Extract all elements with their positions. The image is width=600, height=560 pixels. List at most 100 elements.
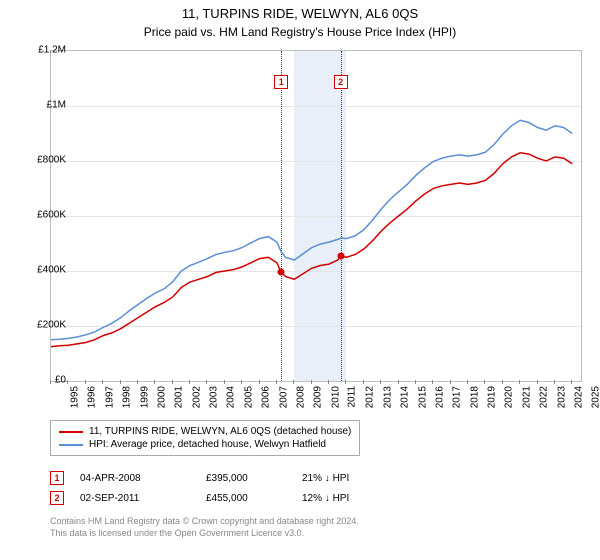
x-axis-label: 2012: [365, 386, 376, 408]
attribution: Contains HM Land Registry data © Crown c…: [50, 516, 359, 539]
x-axis-label: 2013: [382, 386, 393, 408]
x-tick: [328, 380, 329, 384]
x-tick: [502, 380, 503, 384]
x-axis-label: 2018: [469, 386, 480, 408]
x-tick: [293, 380, 294, 384]
marker-label: 2: [334, 75, 348, 89]
marker-diff: 12% ↓ HPI: [302, 493, 392, 504]
x-axis-label: 2008: [295, 386, 306, 408]
x-axis-label: 2010: [330, 386, 341, 408]
x-tick: [154, 380, 155, 384]
x-tick: [50, 380, 51, 384]
x-tick: [224, 380, 225, 384]
x-tick: [363, 380, 364, 384]
legend-label: HPI: Average price, detached house, Welw…: [89, 439, 326, 450]
y-axis-label: £200K: [18, 320, 66, 331]
x-tick: [172, 380, 173, 384]
legend: 11, TURPINS RIDE, WELWYN, AL6 0QS (detac…: [50, 420, 360, 456]
x-axis-label: 1997: [104, 386, 115, 408]
x-tick: [398, 380, 399, 384]
plot-area: 12: [50, 50, 582, 382]
x-axis-label: 1995: [69, 386, 80, 408]
legend-swatch: [59, 431, 83, 433]
marker-row: 1 04-APR-2008 £395,000 21% ↓ HPI: [50, 468, 392, 488]
x-axis-label: 2023: [556, 386, 567, 408]
x-axis-label: 2002: [191, 386, 202, 408]
x-tick: [189, 380, 190, 384]
x-tick: [85, 380, 86, 384]
y-axis-label: £1.2M: [18, 45, 66, 56]
x-axis-label: 2006: [260, 386, 271, 408]
x-axis-label: 2009: [313, 386, 324, 408]
legend-swatch: [59, 444, 83, 446]
x-axis-label: 2016: [434, 386, 445, 408]
series-price_paid: [51, 153, 572, 347]
x-axis-label: 2017: [452, 386, 463, 408]
y-axis-label: £600K: [18, 210, 66, 221]
x-tick: [120, 380, 121, 384]
attribution-line: This data is licensed under the Open Gov…: [50, 528, 359, 540]
x-axis-label: 1998: [121, 386, 132, 408]
marker-badge: 1: [50, 471, 64, 485]
x-axis-label: 2000: [156, 386, 167, 408]
x-tick: [519, 380, 520, 384]
legend-row: 11, TURPINS RIDE, WELWYN, AL6 0QS (detac…: [59, 425, 351, 438]
marker-price: £455,000: [206, 493, 286, 504]
x-tick: [467, 380, 468, 384]
y-axis-label: £400K: [18, 265, 66, 276]
markers-table: 1 04-APR-2008 £395,000 21% ↓ HPI 2 02-SEP-201…: [50, 468, 392, 508]
x-axis-label: 2019: [486, 386, 497, 408]
price-point: [337, 252, 344, 259]
x-tick: [380, 380, 381, 384]
y-axis-label: £1M: [18, 100, 66, 111]
x-axis-label: 2015: [417, 386, 428, 408]
x-axis-label: 2024: [573, 386, 584, 408]
marker-badge: 2: [50, 491, 64, 505]
x-axis-label: 2005: [243, 386, 254, 408]
x-axis-label: 2020: [504, 386, 515, 408]
x-tick: [67, 380, 68, 384]
series-svg: [51, 51, 581, 381]
marker-diff: 21% ↓ HPI: [302, 473, 392, 484]
x-axis-label: 1996: [87, 386, 98, 408]
legend-label: 11, TURPINS RIDE, WELWYN, AL6 0QS (detac…: [89, 426, 351, 437]
price-point: [278, 269, 285, 276]
x-tick: [554, 380, 555, 384]
y-axis-label: £0: [18, 375, 66, 386]
x-axis-label: 2004: [226, 386, 237, 408]
marker-date: 04-APR-2008: [80, 473, 190, 484]
chart-subtitle: Price paid vs. HM Land Registry's House …: [0, 21, 600, 39]
x-tick: [345, 380, 346, 384]
x-tick: [137, 380, 138, 384]
marker-date: 02-SEP-2011: [80, 493, 190, 504]
x-tick: [311, 380, 312, 384]
chart-title: 11, TURPINS RIDE, WELWYN, AL6 0QS: [0, 0, 600, 21]
x-tick: [432, 380, 433, 384]
x-tick: [415, 380, 416, 384]
x-tick: [450, 380, 451, 384]
x-tick: [206, 380, 207, 384]
marker-row: 2 02-SEP-2011 £455,000 12% ↓ HPI: [50, 488, 392, 508]
x-tick: [259, 380, 260, 384]
x-tick: [571, 380, 572, 384]
x-tick: [484, 380, 485, 384]
attribution-line: Contains HM Land Registry data © Crown c…: [50, 516, 359, 528]
x-axis-label: 2001: [174, 386, 185, 408]
x-axis-label: 2011: [347, 386, 358, 408]
marker-price: £395,000: [206, 473, 286, 484]
x-axis-label: 2022: [538, 386, 549, 408]
x-axis-label: 2021: [521, 386, 532, 408]
chart-container: 11, TURPINS RIDE, WELWYN, AL6 0QS Price …: [0, 0, 600, 560]
x-axis-label: 2025: [591, 386, 600, 408]
x-tick: [102, 380, 103, 384]
marker-label: 1: [274, 75, 288, 89]
x-axis-label: 2007: [278, 386, 289, 408]
x-axis-label: 2003: [208, 386, 219, 408]
series-hpi: [51, 120, 572, 339]
y-axis-label: £800K: [18, 155, 66, 166]
x-axis-label: 1999: [139, 386, 150, 408]
x-tick: [537, 380, 538, 384]
x-axis-label: 2014: [399, 386, 410, 408]
x-tick: [241, 380, 242, 384]
legend-row: HPI: Average price, detached house, Welw…: [59, 438, 351, 451]
